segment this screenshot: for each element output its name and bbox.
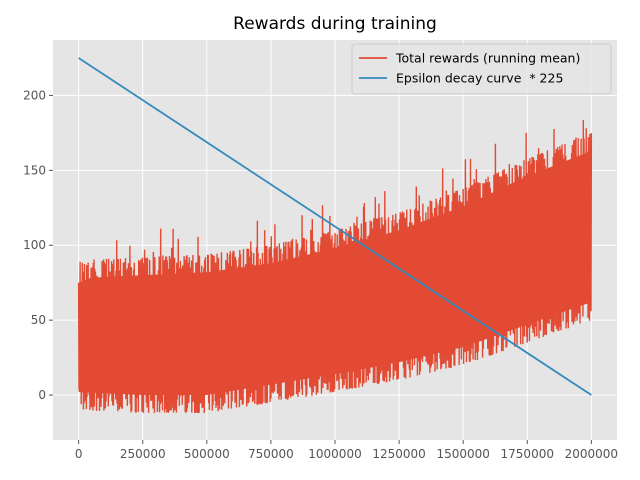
x-tick-label: 1250000 [372,447,425,461]
y-tick-label: 200 [23,88,46,102]
x-tick-label: 2000000 [565,447,618,461]
y-tick-label: 150 [23,163,46,177]
legend-box [351,43,612,95]
series-epsilon-decay [78,57,592,396]
x-tick-label: 1000000 [308,447,361,461]
x-tick-label: 250000 [120,447,166,461]
chart-title: Rewards during training [233,14,437,34]
y-tick-label: 50 [31,313,46,327]
reward-series-layer [77,119,593,414]
x-tick-label: 1750000 [501,447,554,461]
legend: Total rewards (running mean) Epsilon dec… [351,43,612,95]
series-total-rewards-core [78,150,592,396]
axis-ticks: 0 250000 500000 750000 1000000 1250000 1500000… [23,88,618,461]
y-tick-label: 0 [38,388,46,402]
x-tick-label: 0 [75,447,83,461]
legend-label-epsilon: Epsilon decay curve * 225 [396,71,563,86]
epsilon-series-layer [78,57,592,396]
x-tick-label: 1500000 [436,447,489,461]
x-tick-label: 750000 [248,447,294,461]
legend-label-rewards: Total rewards (running mean) [395,51,580,66]
x-tick-label: 500000 [184,447,230,461]
y-tick-label: 100 [23,238,46,252]
